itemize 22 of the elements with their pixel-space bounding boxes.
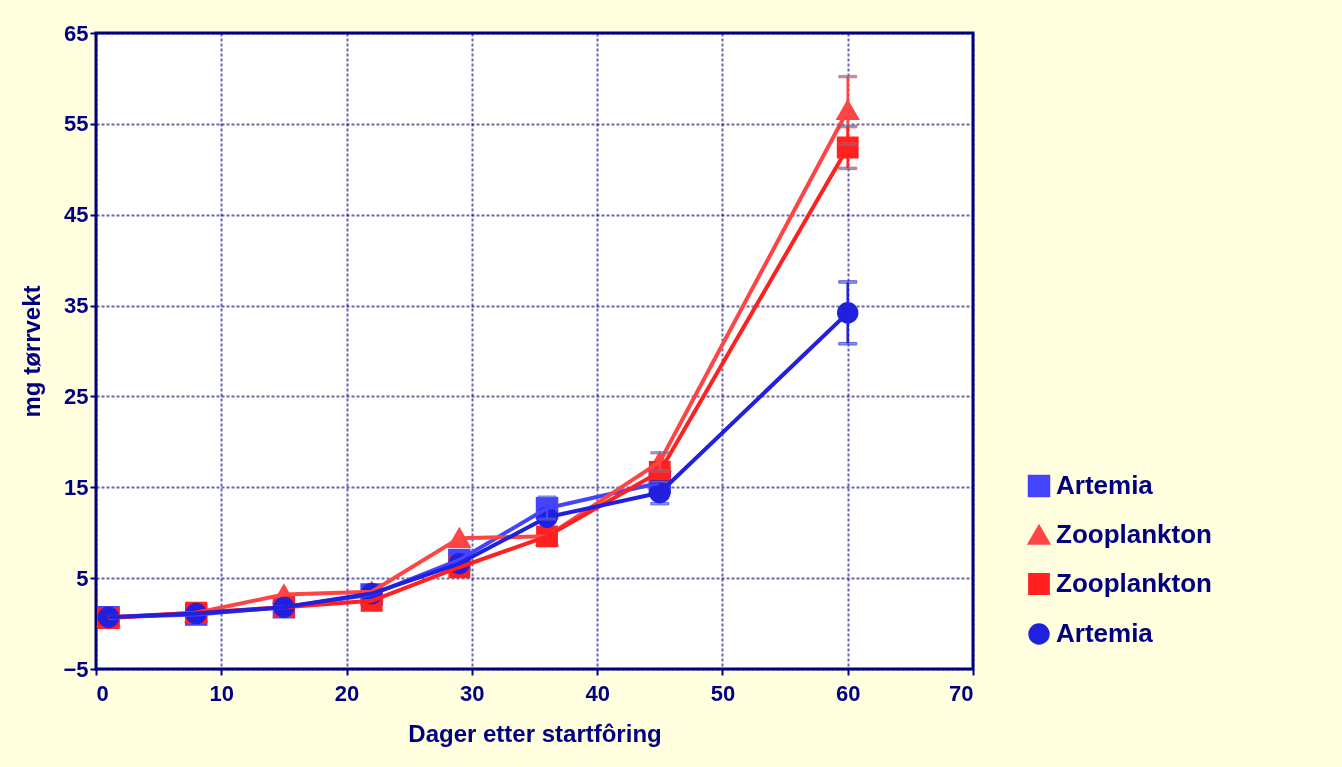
x-tick-label: 40 bbox=[585, 680, 610, 706]
x-tick-label: 60 bbox=[835, 680, 861, 706]
x-tick-label: 50 bbox=[710, 680, 736, 706]
y-tick-label: 25 bbox=[64, 383, 89, 409]
legend-label: Zooplankton bbox=[1056, 568, 1212, 598]
legend-label: Artemia bbox=[1056, 618, 1154, 648]
y-tick-label: 65 bbox=[64, 20, 89, 46]
x-axis-title: Dager etter startfôring bbox=[408, 719, 662, 747]
x-tick-label: 0 bbox=[96, 680, 109, 706]
y-tick-label: 35 bbox=[64, 293, 89, 319]
x-tick-label: 20 bbox=[334, 680, 360, 706]
y-tick-label: 5 bbox=[76, 565, 89, 591]
y-tick-label: −5 bbox=[63, 656, 89, 682]
y-tick-label: 15 bbox=[64, 474, 89, 500]
x-tick-label: 30 bbox=[460, 680, 485, 706]
y-axis-title: mg tørrvekt bbox=[18, 285, 46, 418]
x-tick-label: 70 bbox=[949, 680, 974, 706]
legend-label: Artemia bbox=[1056, 470, 1154, 500]
y-tick-label: 55 bbox=[64, 111, 89, 137]
y-tick-label: 45 bbox=[64, 202, 89, 228]
legend-label: Zooplankton bbox=[1056, 519, 1212, 549]
x-tick-label: 10 bbox=[209, 680, 235, 706]
